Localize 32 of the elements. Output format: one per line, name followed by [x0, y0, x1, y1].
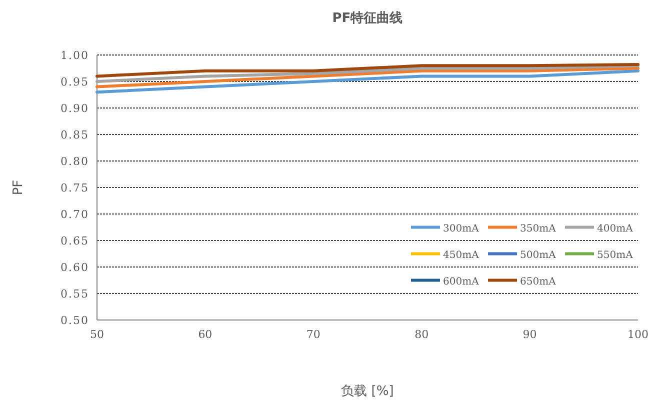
- y-tick-label: 0.55: [60, 288, 89, 300]
- line-series: [96, 69, 640, 94]
- legend-label: 300mA: [443, 223, 480, 234]
- x-tick-label: 100: [628, 328, 648, 341]
- y-tick-label: 0.95: [60, 76, 89, 88]
- legend-label: 450mA: [443, 250, 480, 261]
- y-tick-label: 0.60: [60, 261, 89, 274]
- x-tick-label: 70: [306, 328, 320, 341]
- line-series: [96, 63, 640, 78]
- y-axis-title: PF: [11, 180, 26, 196]
- legend-label: 600mA: [443, 276, 480, 288]
- y-tick-label: 0.70: [60, 208, 89, 221]
- y-tick-label: 1.00: [60, 49, 89, 62]
- x-tick-label: 80: [414, 328, 429, 341]
- legend-label: 350mA: [520, 223, 557, 234]
- legend-label: 550mA: [597, 250, 634, 261]
- y-tick-label: 0.75: [60, 182, 89, 194]
- legend-label: 650mA: [520, 276, 557, 288]
- y-tick-label: 0.80: [60, 155, 89, 168]
- legend-label: 500mA: [520, 250, 557, 261]
- line-series: [96, 66, 640, 88]
- chart-title: PF特征曲线: [332, 11, 403, 26]
- legend-label: 400mA: [597, 223, 634, 234]
- y-tick-label: 0.65: [60, 234, 89, 248]
- y-tick-label: 0.85: [60, 128, 89, 142]
- line-series: [96, 64, 640, 83]
- x-axis-title: 负载 [%]: [341, 384, 394, 399]
- y-tick-label: 0.50: [60, 314, 89, 327]
- x-tick-label: 90: [522, 328, 537, 341]
- x-tick-label: 50: [90, 328, 104, 341]
- x-tick-label: 60: [198, 328, 212, 341]
- y-tick-label: 0.90: [60, 102, 89, 115]
